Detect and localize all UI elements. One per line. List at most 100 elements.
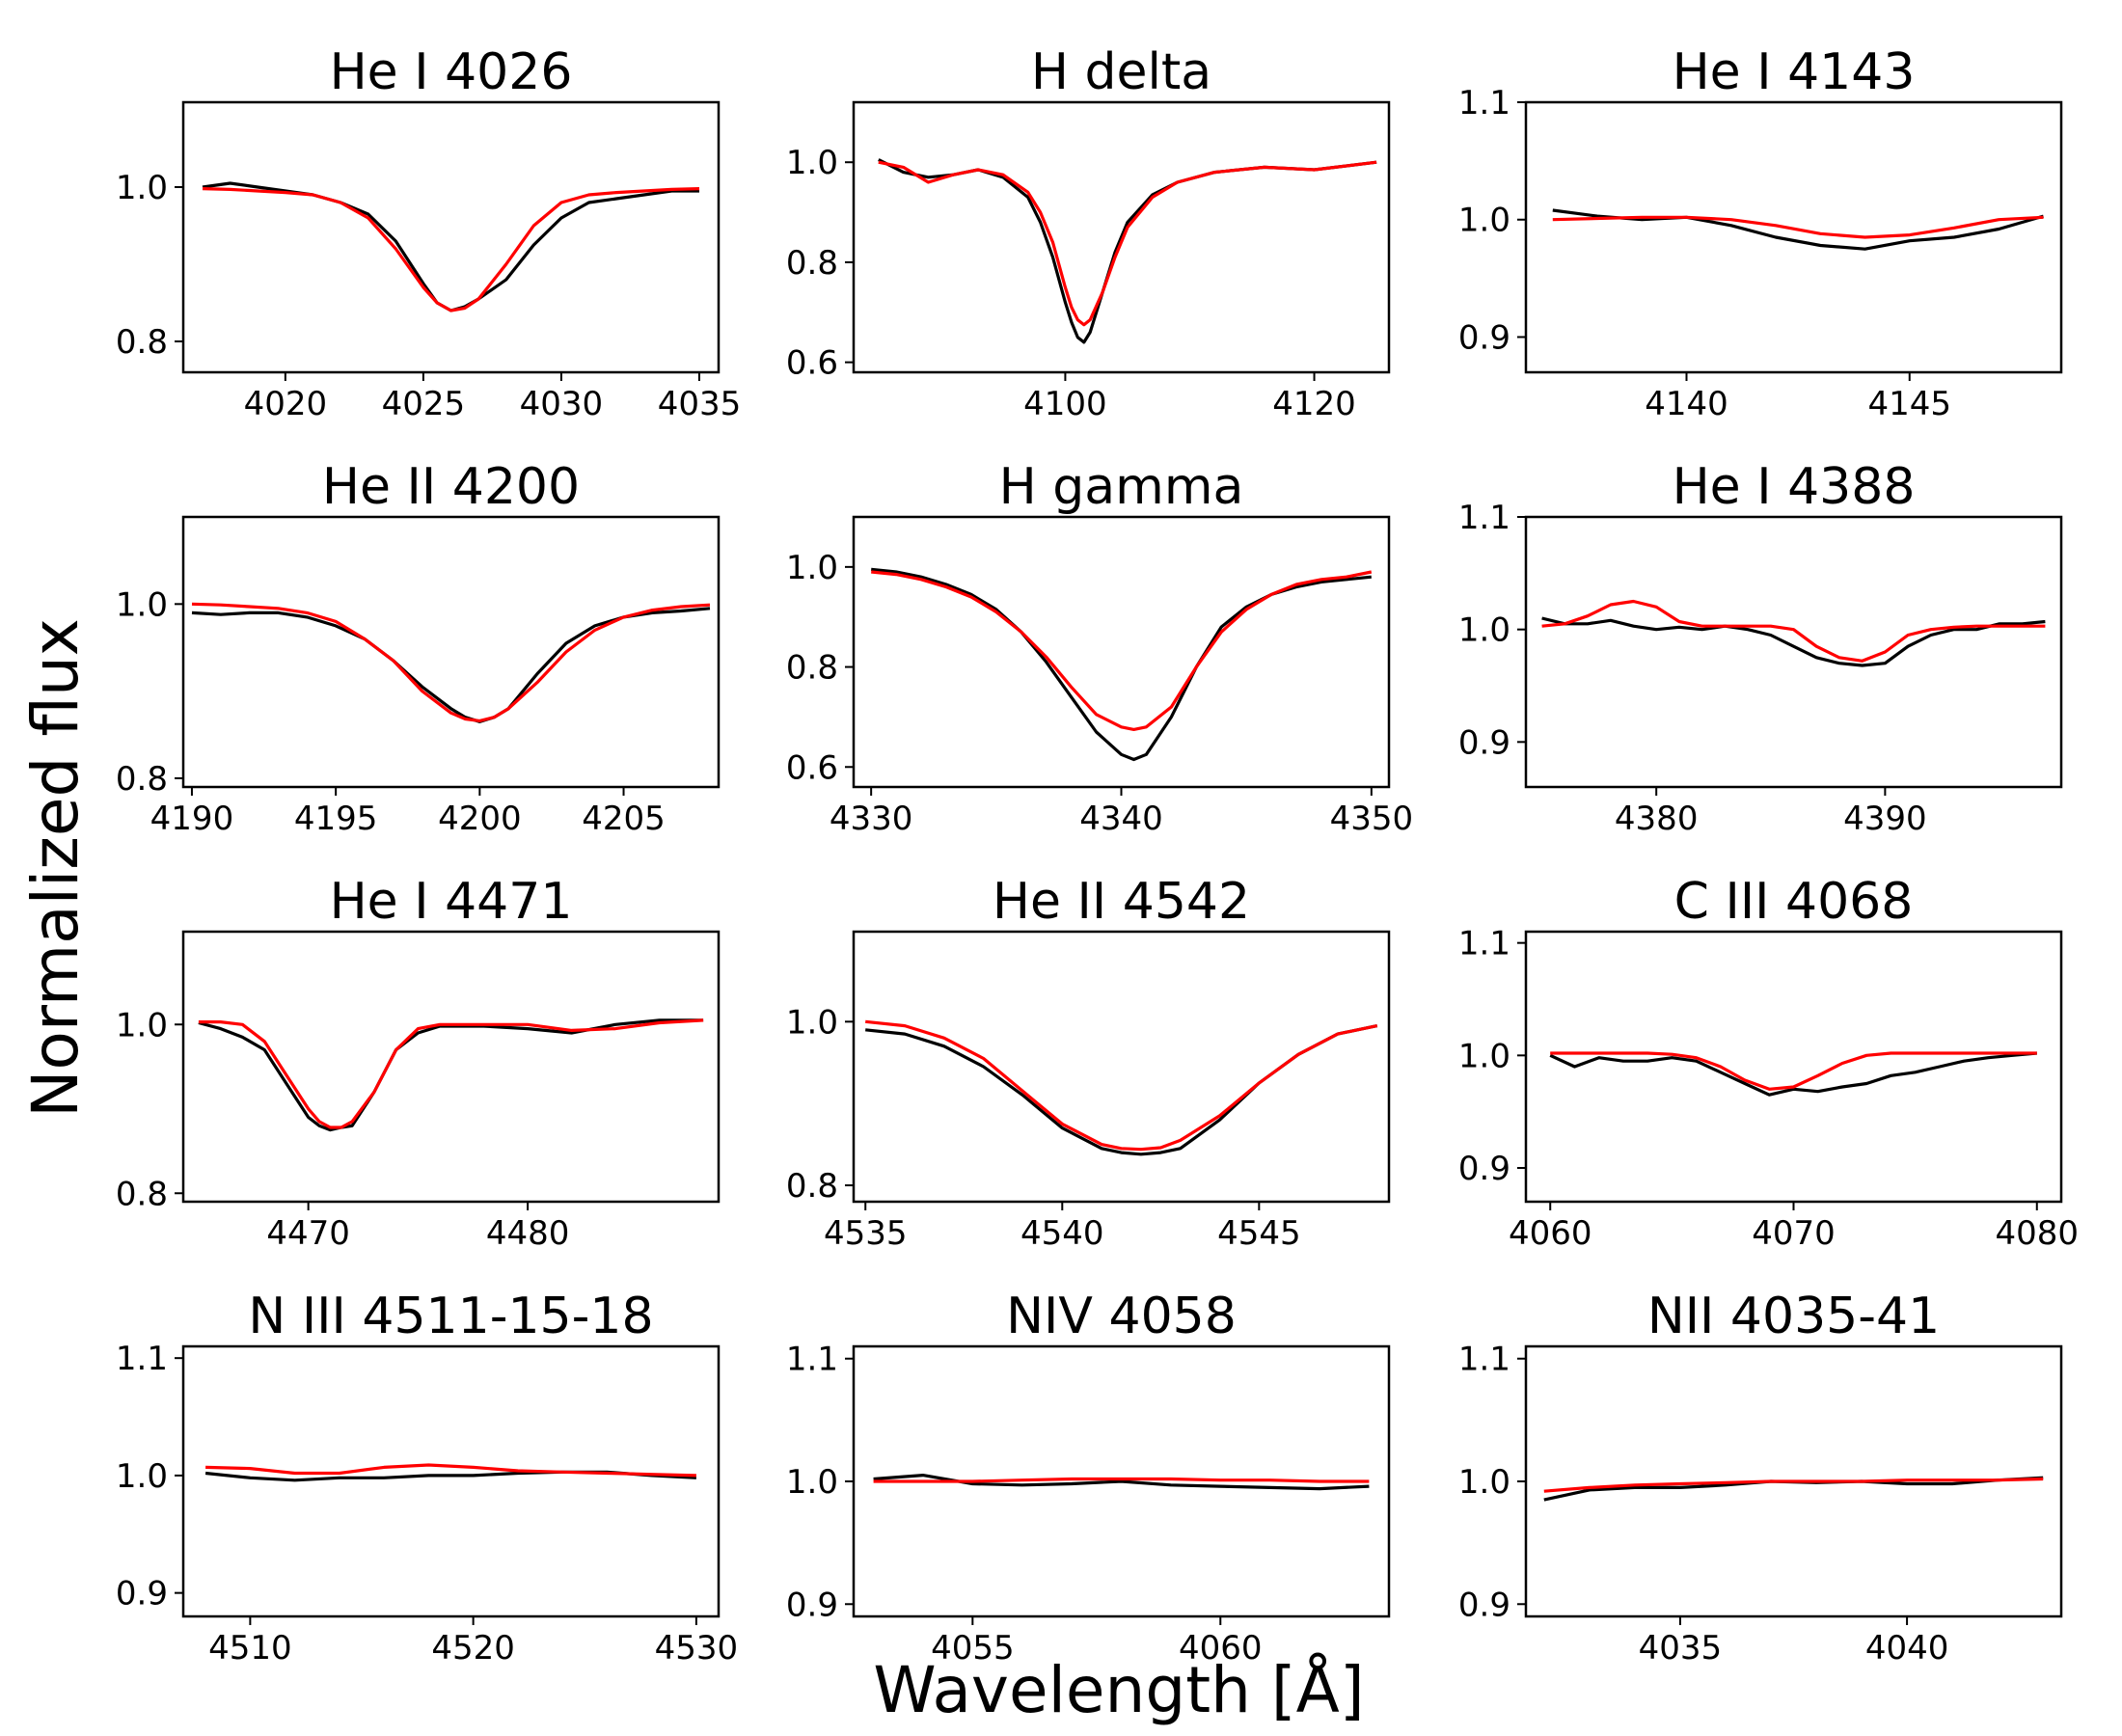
x-tick-label: 4195 [294,800,378,838]
axes-frame [181,100,721,374]
x-tick-label: 4520 [431,1629,515,1668]
x-tick-label: 4390 [1843,800,1927,838]
panel-12: NII 4035-41 4035 4040 0.9 1.0 1.1 [1458,1288,2063,1668]
observed-spectrum-line [1541,616,2046,667]
x-tick-label: 4545 [1217,1214,1301,1253]
x-tick-label: 4330 [830,800,913,838]
observed-spectrum-line [1549,1051,2037,1097]
x-tick-label: 4080 [1996,1214,2080,1253]
observed-spectrum-line [871,567,1372,762]
panel-title: H delta [1031,43,1211,101]
y-tick-label: 0.8 [786,1167,838,1206]
panel-4: He II 4200 4190 4195 4200 4205 0.8 1.0 [116,458,721,838]
y-tick-label: 0.8 [116,1175,168,1213]
x-tick-label: 4200 [438,800,522,838]
y-tick-label: 1.0 [116,1457,168,1496]
model-spectrum-line [865,1019,1378,1152]
x-tick-label: 4060 [1509,1214,1592,1253]
x-tick-label: 4070 [1752,1214,1836,1253]
x-tick-label: 4100 [1023,385,1107,423]
panel-3: He I 4143 4140 4145 0.9 1.0 1.1 [1458,43,2063,423]
x-tick-label: 4380 [1615,800,1699,838]
axes-frame [1524,515,2063,789]
y-tick-label: 0.9 [1458,318,1510,357]
y-tick-label: 1.0 [786,1463,838,1502]
y-tick-label: 0.8 [116,323,168,362]
x-tick-label: 4020 [244,385,328,423]
model-spectrum-line [1552,215,2044,239]
observed-spectrum-line [198,1018,704,1132]
y-tick-label: 1.1 [1458,925,1510,963]
model-spectrum-line [191,602,711,723]
model-spectrum-line [1550,1051,2037,1091]
x-tick-label: 4540 [1020,1214,1104,1253]
axes-frame [181,515,721,789]
panel-title: He I 4026 [330,43,573,101]
model-spectrum-line [1543,1477,2044,1493]
model-spectrum-line [873,1477,1370,1483]
x-tick-label: 4030 [520,385,604,423]
y-tick-label: 0.9 [786,1586,838,1624]
observed-spectrum-line [878,158,1377,344]
model-spectrum-line [1541,599,2046,663]
y-tick-label: 0.8 [116,760,168,799]
panel-11: NIV 4058 4055 4060 0.9 1.0 1.1 [786,1288,1391,1668]
panel-9: C III 4068 4060 4070 4080 0.9 1.0 1.1 [1458,873,2079,1253]
x-tick-label: 4480 [486,1214,570,1253]
x-tick-label: 4510 [208,1629,292,1668]
x-axis-label: Wavelength [Å] [873,1653,1364,1727]
panel-8: He II 4542 4535 4540 4545 0.8 1.0 [786,873,1391,1253]
observed-spectrum-line [191,607,711,723]
panel-title: NII 4035-41 [1647,1288,1940,1345]
axes-frame [181,930,721,1204]
panel-title: He I 4388 [1673,458,1916,516]
y-tick-label: 0.8 [786,649,838,688]
y-tick-label: 1.0 [786,144,838,182]
y-tick-label: 1.0 [1458,1463,1510,1502]
panel-title: H gamma [999,458,1244,516]
x-tick-label: 4120 [1272,385,1356,423]
x-tick-label: 4060 [1179,1629,1263,1668]
x-tick-label: 4035 [1639,1629,1723,1668]
axes-frame [181,1344,721,1618]
x-tick-label: 4350 [1330,800,1414,838]
y-tick-label: 1.0 [116,1006,168,1044]
panel-6: He I 4388 4380 4390 0.9 1.0 1.1 [1458,458,2063,838]
panel-title: NIV 4058 [1006,1288,1237,1345]
model-spectrum-line [878,160,1377,327]
panel-grid: He I 4026 4020 4025 4030 4035 0.8 1.0 H delta 41… [116,43,2079,1668]
panel-7: He I 4471 4470 4480 0.8 1.0 [116,873,721,1253]
x-tick-label: 4145 [1867,385,1951,423]
panel-1: He I 4026 4020 4025 4030 4035 0.8 1.0 [116,43,741,423]
panel-title: He II 4200 [322,458,580,516]
axes-frame [1524,930,2063,1204]
y-tick-label: 1.1 [1458,1341,1510,1379]
x-tick-label: 4530 [655,1629,739,1668]
y-tick-label: 1.1 [1458,84,1510,122]
y-tick-label: 1.0 [116,169,168,207]
y-tick-label: 0.9 [116,1575,168,1614]
y-tick-label: 1.1 [786,1341,838,1379]
y-tick-label: 1.0 [116,585,168,624]
y-tick-label: 1.0 [1458,202,1510,240]
x-tick-label: 4025 [382,385,466,423]
x-tick-label: 4205 [582,800,666,838]
model-spectrum-line [202,187,700,312]
y-tick-label: 0.6 [786,344,838,383]
axes-frame [852,100,1391,374]
panel-title: N III 4511-15-18 [248,1288,653,1345]
x-tick-label: 4140 [1645,385,1728,423]
panel-title: He I 4471 [330,873,573,931]
x-tick-label: 4535 [824,1214,908,1253]
y-tick-label: 0.9 [1458,723,1510,762]
y-tick-label: 1.0 [1458,1037,1510,1075]
panel-title: He I 4143 [1673,43,1916,101]
y-tick-label: 0.6 [786,748,838,787]
x-tick-label: 4055 [931,1629,1015,1668]
y-tick-label: 1.0 [1458,611,1510,650]
axes-frame [852,515,1391,789]
model-spectrum-line [205,1463,696,1478]
x-tick-label: 4340 [1079,800,1163,838]
y-tick-label: 1.0 [786,549,838,587]
